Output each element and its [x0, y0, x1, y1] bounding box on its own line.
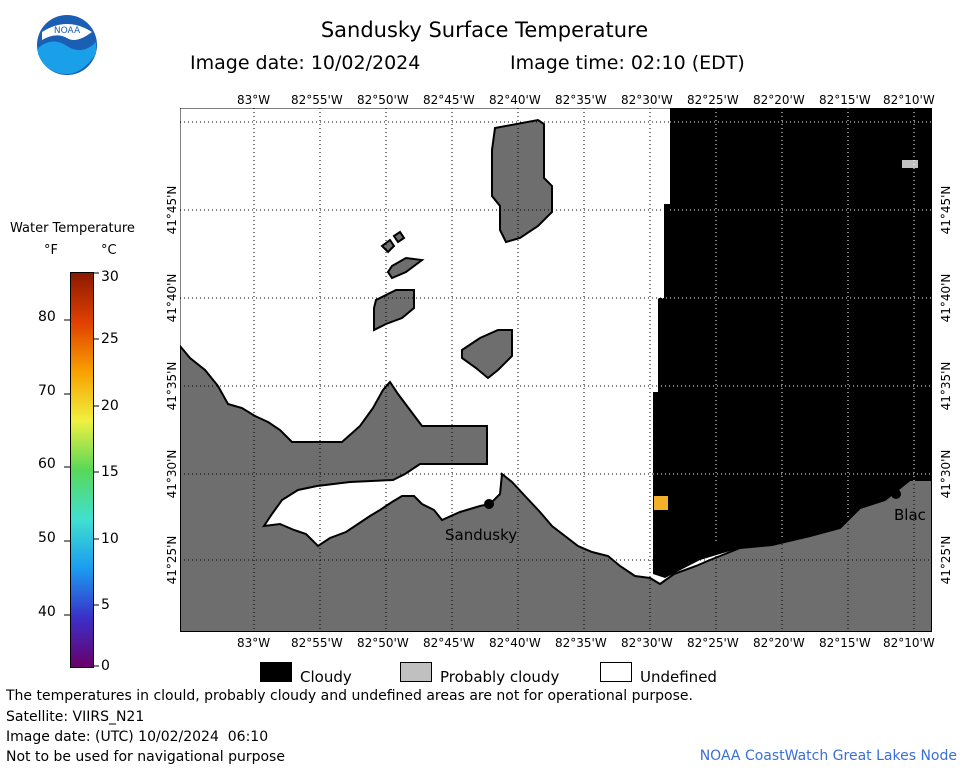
lat-label: 41°40'N [165, 274, 179, 323]
sandusky-marker [484, 499, 494, 509]
lon-label: 82°40'W [489, 93, 541, 107]
image-time: Image time: 02:10 (EDT) [510, 52, 745, 74]
lon-label: 82°25'W [687, 93, 739, 107]
legend-swatch-undefined [600, 662, 632, 682]
tick-f-40: 40 [38, 604, 56, 620]
legend-swatch-cloudy [260, 662, 292, 682]
place-label-blac: Blac [894, 506, 926, 524]
lon-label: 82°25'W [687, 636, 739, 650]
legend-label-undefined: Undefined [640, 668, 717, 686]
lon-label: 83°W [237, 93, 271, 107]
colorbar-title: Water Temperature [10, 221, 135, 236]
tick-c-5: 5 [101, 597, 110, 613]
tick-c-30: 30 [101, 269, 119, 285]
unit-fahrenheit: °F [44, 243, 58, 258]
lat-label: 41°35'N [165, 362, 179, 411]
lat-label: 41°25'N [165, 536, 179, 585]
lon-label: 82°10'W [883, 93, 935, 107]
tick-c-20: 20 [101, 398, 119, 414]
island-small-2 [380, 238, 396, 254]
lon-label: 82°30'W [621, 636, 673, 650]
tick-f-80: 80 [38, 309, 56, 325]
lon-label: 82°20'W [753, 636, 805, 650]
lon-label: 82°45'W [423, 93, 475, 107]
lat-label: 41°45'N [939, 186, 953, 235]
temperature-map [179, 107, 933, 633]
legend-label-cloudy: Cloudy [300, 668, 352, 686]
tick-c-0: 0 [101, 658, 110, 674]
latitude-labels-left: 41°45'N 41°40'N 41°35'N 41°30'N 41°25'N [165, 186, 179, 585]
lon-label: 82°35'W [555, 636, 607, 650]
tick-c-25: 25 [101, 331, 119, 347]
navigation-warning: Not to be used for navigational purpose [6, 749, 285, 765]
unit-celsius: °C [101, 243, 117, 258]
graticule [180, 108, 932, 632]
blac-marker [891, 489, 901, 499]
lon-label: 82°45'W [423, 636, 475, 650]
lon-label: 83°W [237, 636, 271, 650]
lon-label: 82°50'W [357, 636, 409, 650]
lat-label: 41°30'N [165, 450, 179, 499]
tick-f-50: 50 [38, 530, 56, 546]
cloudy-area [653, 108, 932, 578]
lat-label: 41°40'N [939, 274, 953, 323]
warm-temperature-pixel [654, 496, 668, 510]
image-date: Image date: 10/02/2024 [190, 52, 421, 74]
lon-label: 82°55'W [291, 636, 343, 650]
lat-label: 41°25'N [939, 536, 953, 585]
island-small-3 [392, 230, 406, 244]
lon-label: 82°15'W [819, 93, 871, 107]
latitude-labels-right: 41°45'N 41°40'N 41°35'N 41°30'N 41°25'N [939, 186, 953, 585]
lat-label: 41°35'N [939, 362, 953, 411]
lon-label: 82°15'W [819, 636, 871, 650]
lon-label: 82°20'W [753, 93, 805, 107]
colorbar-tick-marks [64, 272, 99, 667]
lon-label: 82°35'W [555, 93, 607, 107]
lat-label: 41°30'N [939, 450, 953, 499]
utc-date-text: Image date: (UTC) 10/02/2024 06:10 [6, 729, 269, 745]
lon-label: 82°10'W [883, 636, 935, 650]
probably-cloudy-area [902, 160, 918, 168]
lon-label: 82°30'W [621, 93, 673, 107]
tick-f-70: 70 [38, 383, 56, 399]
page-title: Sandusky Surface Temperature [320, 18, 649, 42]
graticule-on-cloud [653, 108, 932, 544]
island-small-1 [386, 256, 425, 280]
satellite-text: Satellite: VIIRS_N21 [6, 709, 145, 725]
island-south-bass [461, 329, 513, 380]
lon-label: 82°40'W [489, 636, 541, 650]
legend-swatch-probably-cloudy [400, 662, 432, 682]
tick-f-60: 60 [38, 456, 56, 472]
island-north [491, 118, 553, 244]
place-label-sandusky: Sandusky [445, 526, 518, 544]
colorbar-scale [70, 272, 94, 668]
tick-c-10: 10 [101, 531, 119, 547]
logo-text: NOAA [54, 26, 81, 36]
noaa-logo: NOAA [36, 14, 98, 76]
island-kelleys [373, 289, 415, 332]
disclaimer-text: The temperatures in clould, probably clo… [6, 688, 693, 704]
lon-label: 82°55'W [291, 93, 343, 107]
lat-label: 41°45'N [165, 186, 179, 235]
credit-link[interactable]: NOAA CoastWatch Great Lakes Node [699, 748, 957, 764]
legend-label-probably-cloudy: Probably cloudy [440, 668, 560, 686]
lon-label: 82°50'W [357, 93, 409, 107]
tick-c-15: 15 [101, 464, 119, 480]
